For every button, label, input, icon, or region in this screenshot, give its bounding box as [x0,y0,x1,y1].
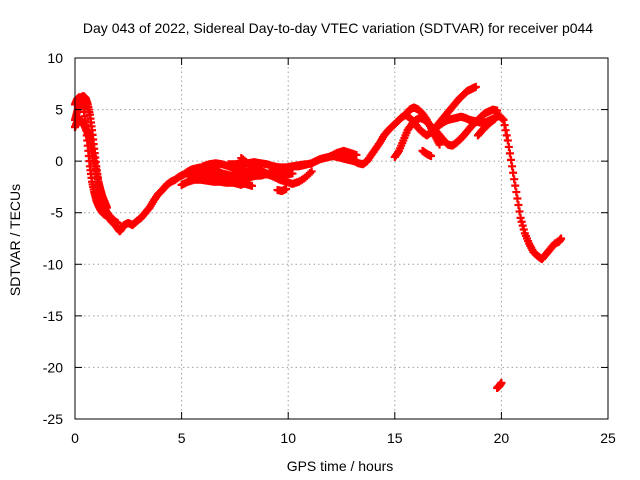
plot-frame [74,57,609,420]
data-point [102,203,111,212]
data-point [557,234,566,243]
x-tick-label: 15 [387,430,403,446]
x-axis-label: GPS time / hours [287,458,394,474]
x-tick-label: 5 [178,430,186,446]
x-tick-label: 25 [600,430,616,446]
data-point [282,184,291,193]
y-tick-label: -20 [43,359,63,375]
x-tick-label: 0 [71,430,79,446]
data-point [352,150,361,159]
data-point [471,82,480,91]
axis-ticks [74,57,609,420]
data-point [113,219,122,228]
data-point [493,106,502,115]
x-tick-label: 20 [494,430,510,446]
data-point [427,151,436,160]
data-point [497,378,506,387]
y-tick-label: -15 [43,308,63,324]
data-point [247,181,256,190]
y-axis-label: SDTVAR / TECUs [7,184,23,296]
data-points [71,82,566,393]
x-tick-label: 10 [280,430,296,446]
y-tick-label: -10 [43,256,63,272]
y-tick-label: -25 [43,411,63,427]
data-point [307,167,316,176]
tick-labels: 0 5 10 15 20 25 10 5 0 -5 -10 -15 -20 -25 [43,50,616,446]
y-tick-label: 5 [55,102,63,118]
chart-title: Day 043 of 2022, Sidereal Day-to-day VTE… [83,20,593,36]
data-point [301,160,310,169]
data-point [435,140,444,149]
data-point [288,169,297,178]
data-point [237,180,246,189]
y-tick-label: -5 [51,205,64,221]
y-tick-label: 10 [47,50,63,66]
y-tick-label: 0 [55,153,63,169]
data-point [456,134,465,143]
data-point [491,114,500,123]
